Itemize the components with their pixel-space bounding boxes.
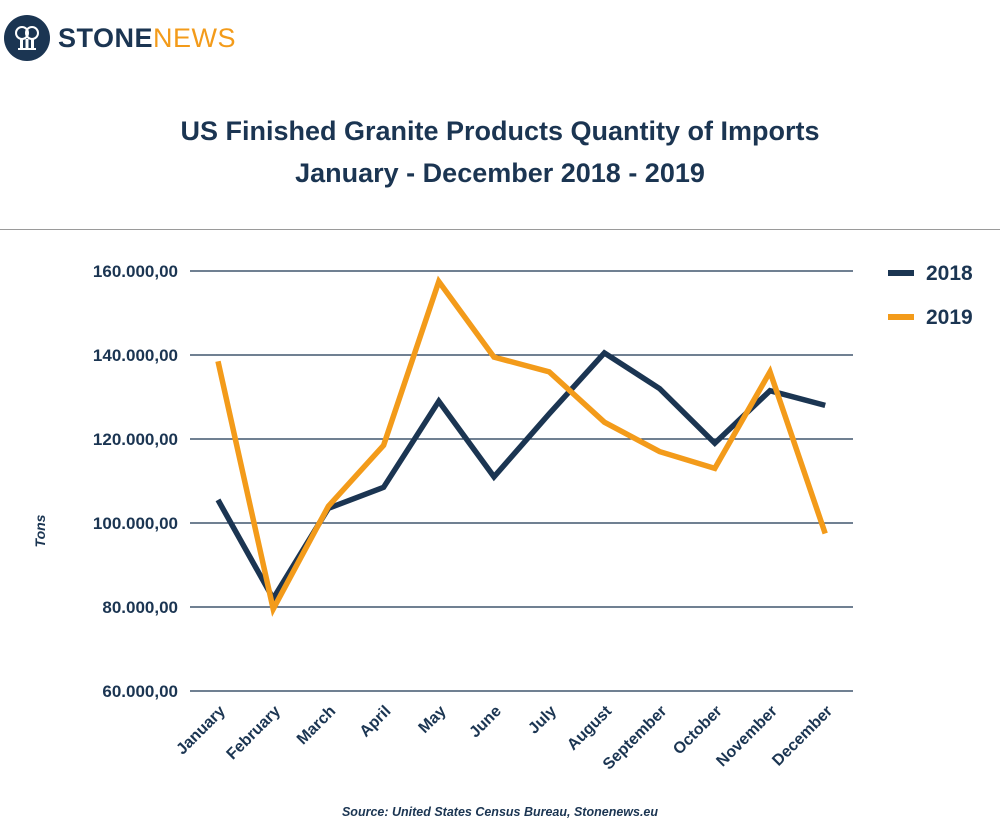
column-emblem-icon bbox=[15, 26, 39, 50]
y-tick-label: 160.000,00 bbox=[93, 262, 178, 281]
legend-label-2018: 2018 bbox=[926, 262, 973, 285]
x-tick-label: August bbox=[564, 702, 615, 753]
logo-wordmark: STONENEWS bbox=[58, 23, 236, 54]
header-divider bbox=[0, 229, 1000, 230]
chart-title-line2: January - December 2018 - 2019 bbox=[295, 158, 705, 188]
y-axis-label: Tons bbox=[32, 514, 48, 547]
x-tick-label: January bbox=[173, 703, 228, 758]
y-tick-label: 60.000,00 bbox=[102, 682, 178, 701]
x-tick-label: October bbox=[670, 703, 725, 758]
logo-word-stone: STONE bbox=[58, 22, 154, 53]
source-note: Source: United States Census Bureau, Sto… bbox=[341, 805, 659, 819]
series-line-2018 bbox=[215, 349, 826, 605]
legend-label-2019: 2019 bbox=[926, 306, 973, 329]
y-tick-label: 120.000,00 bbox=[93, 430, 178, 449]
x-tick-label: May bbox=[416, 703, 450, 737]
y-tick-label: 80.000,00 bbox=[102, 598, 178, 617]
x-tick-label: April bbox=[357, 703, 395, 741]
x-tick-label: February bbox=[224, 703, 285, 764]
x-tick-label: July bbox=[525, 703, 560, 738]
x-tick-label: June bbox=[466, 703, 504, 741]
brand-logo: STONENEWS bbox=[4, 12, 236, 64]
logo-word-news: NEWS bbox=[153, 22, 237, 53]
series-line-2019 bbox=[215, 275, 828, 617]
chart-title-line1: US Finished Granite Products Quantity of… bbox=[180, 116, 820, 146]
logo-emblem-icon bbox=[4, 15, 50, 61]
y-tick-label: 140.000,00 bbox=[93, 346, 178, 365]
x-tick-label: December bbox=[769, 703, 836, 770]
x-tick-label: March bbox=[294, 703, 339, 748]
y-tick-label: 100.000,00 bbox=[93, 514, 178, 533]
